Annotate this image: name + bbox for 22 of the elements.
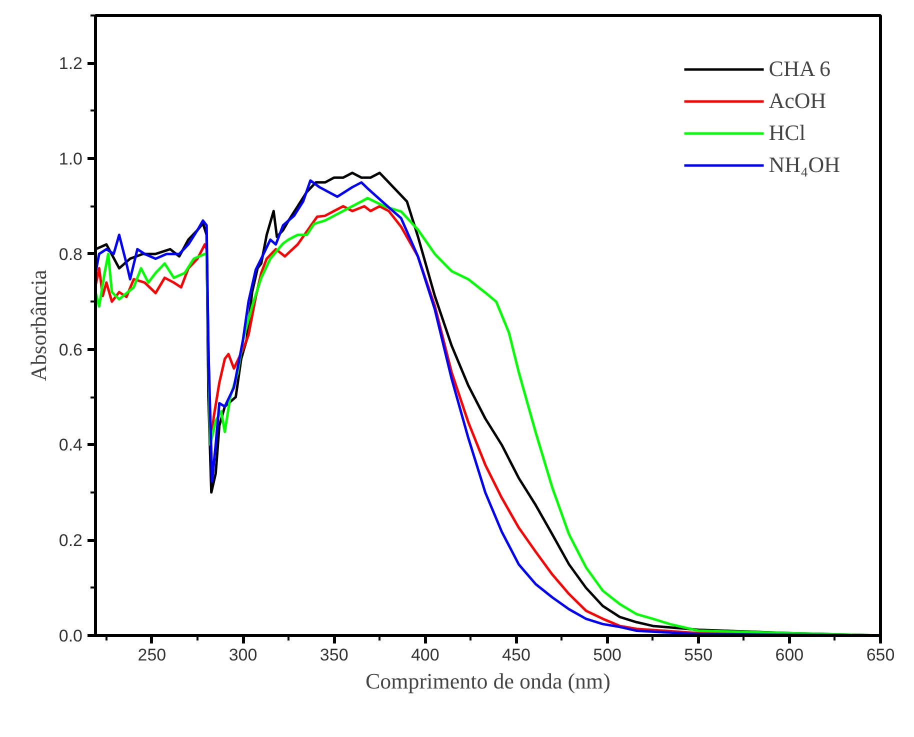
legend-label: NH₄OH xyxy=(768,151,840,179)
x-tick-label: 550 xyxy=(684,646,713,664)
x-tick-label: 600 xyxy=(775,646,804,664)
y-tick-label: 0.2 xyxy=(58,531,83,550)
x-tick-label: 350 xyxy=(320,646,348,664)
x-tick-label: 450 xyxy=(502,646,530,664)
y-axis-title: Absorbância xyxy=(26,270,51,382)
x-tick-label: 250 xyxy=(138,646,166,664)
y-tick-label: 0.6 xyxy=(58,340,83,360)
x-tick-label: 500 xyxy=(593,646,622,664)
y-tick-label: 0.4 xyxy=(58,436,83,455)
x-tick-label: 400 xyxy=(410,646,440,664)
y-tick-label: 0.0 xyxy=(58,626,83,646)
x-tick-label: 300 xyxy=(228,646,258,664)
legend-label: AcOH xyxy=(768,87,826,115)
legend-label: CHA 6 xyxy=(768,55,831,83)
y-tick-label: 0.8 xyxy=(58,244,83,264)
x-axis-title: Comprimento de onda (nm) xyxy=(365,668,611,694)
y-tick-label: 1.0 xyxy=(58,150,83,169)
y-tick-label: 1.2 xyxy=(58,54,83,74)
x-tick-label: 650 xyxy=(866,646,895,664)
legend-label: HCl xyxy=(768,119,806,147)
